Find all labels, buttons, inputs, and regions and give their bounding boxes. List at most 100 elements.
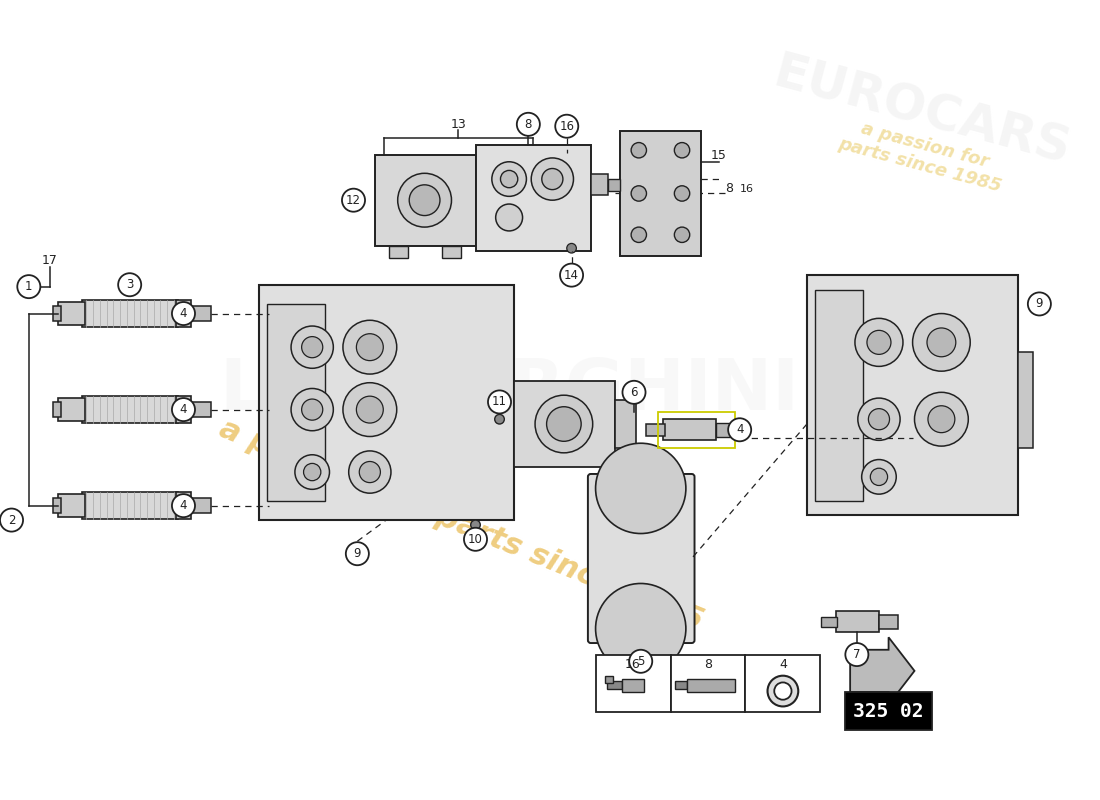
Bar [267,304,324,501]
Bar [605,676,613,683]
Circle shape [495,414,504,424]
Bar [815,290,862,501]
Circle shape [560,263,583,286]
Circle shape [867,330,891,354]
Circle shape [118,273,141,296]
Circle shape [556,114,579,138]
Text: 4: 4 [179,403,187,416]
Text: 325 02: 325 02 [854,702,924,721]
Bar [619,131,701,256]
Text: 16: 16 [625,658,641,670]
Circle shape [301,337,322,358]
Circle shape [595,583,686,674]
Circle shape [566,243,576,253]
Circle shape [304,463,321,481]
Circle shape [542,169,563,190]
Bar [389,246,408,258]
Circle shape [345,542,368,566]
Bar [514,381,615,467]
Bar [615,400,636,448]
Circle shape [360,462,381,482]
Text: 12: 12 [346,194,361,206]
Circle shape [927,328,956,357]
Circle shape [343,382,397,437]
Text: 14: 14 [564,269,579,282]
Circle shape [623,381,646,404]
Circle shape [631,142,647,158]
Bar [608,179,619,190]
Polygon shape [850,638,914,705]
Bar [190,498,211,514]
Circle shape [349,451,390,493]
Circle shape [870,468,888,486]
Bar [53,402,60,418]
Circle shape [674,142,690,158]
Circle shape [858,398,900,440]
Text: 9: 9 [1035,298,1043,310]
Text: 4: 4 [736,423,744,436]
Bar [442,246,461,258]
Circle shape [928,406,955,433]
Bar [57,302,85,325]
Text: 16: 16 [739,184,754,194]
Bar [81,492,178,519]
Bar [176,300,191,327]
Bar [663,419,716,440]
Bar [53,306,60,322]
Circle shape [517,113,540,136]
Circle shape [18,275,41,298]
Circle shape [343,320,397,374]
Text: 9: 9 [353,547,361,560]
Circle shape [409,185,440,215]
Circle shape [774,682,792,700]
Circle shape [768,676,799,706]
Circle shape [500,170,518,188]
Bar [822,617,837,626]
Circle shape [531,158,573,200]
Bar [475,146,591,251]
Circle shape [845,643,868,666]
Bar [190,306,211,322]
Text: 4: 4 [779,658,786,670]
Text: 10: 10 [469,533,483,546]
Circle shape [631,227,647,242]
Bar [746,654,821,712]
FancyBboxPatch shape [587,474,694,643]
Circle shape [1027,293,1050,315]
Bar [836,611,879,633]
Circle shape [464,528,487,551]
Bar [53,498,60,514]
Bar [1019,352,1033,448]
Circle shape [356,396,383,423]
Bar [260,285,514,520]
Circle shape [488,390,512,414]
Bar [81,300,178,327]
Circle shape [629,650,652,673]
Bar [623,678,643,692]
Text: 17: 17 [42,254,58,267]
Bar [591,174,608,195]
Bar [646,424,664,435]
Circle shape [913,314,970,371]
Circle shape [868,409,890,430]
Bar [607,682,623,689]
Text: 15: 15 [711,149,726,162]
Text: 4: 4 [179,307,187,320]
Circle shape [914,392,968,446]
Text: 8: 8 [525,118,532,131]
Circle shape [342,189,365,212]
Text: EUROCARS: EUROCARS [768,49,1076,174]
Circle shape [172,398,195,421]
Text: 8: 8 [725,182,734,195]
Text: 13: 13 [450,118,466,131]
Circle shape [855,318,903,366]
Circle shape [674,227,690,242]
Text: 4: 4 [179,499,187,512]
Circle shape [295,454,330,490]
Circle shape [356,334,383,361]
Bar [375,155,475,246]
Text: 5: 5 [637,654,645,668]
Circle shape [595,443,686,534]
Text: 3: 3 [126,278,133,291]
Bar [716,423,730,437]
